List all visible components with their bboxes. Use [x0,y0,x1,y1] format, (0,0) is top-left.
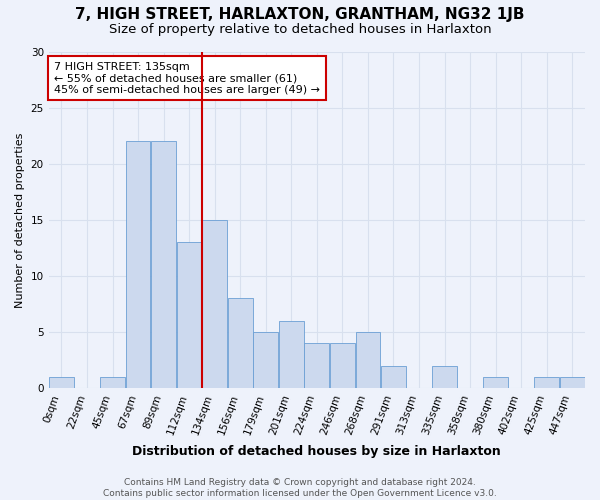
Bar [432,366,457,388]
Text: 7 HIGH STREET: 135sqm
← 55% of detached houses are smaller (61)
45% of semi-deta: 7 HIGH STREET: 135sqm ← 55% of detached … [54,62,320,95]
Bar [49,377,74,388]
Bar [228,298,253,388]
Text: Size of property relative to detached houses in Harlaxton: Size of property relative to detached ho… [109,22,491,36]
Bar [253,332,278,388]
Bar [125,142,151,388]
Bar [304,344,329,388]
Y-axis label: Number of detached properties: Number of detached properties [15,132,25,308]
X-axis label: Distribution of detached houses by size in Harlaxton: Distribution of detached houses by size … [133,444,501,458]
Bar [279,321,304,388]
Bar [177,242,202,388]
Bar [202,220,227,388]
Text: 7, HIGH STREET, HARLAXTON, GRANTHAM, NG32 1JB: 7, HIGH STREET, HARLAXTON, GRANTHAM, NG3… [75,8,525,22]
Text: Contains HM Land Registry data © Crown copyright and database right 2024.
Contai: Contains HM Land Registry data © Crown c… [103,478,497,498]
Bar [483,377,508,388]
Bar [560,377,584,388]
Bar [381,366,406,388]
Bar [100,377,125,388]
Bar [151,142,176,388]
Bar [330,344,355,388]
Bar [356,332,380,388]
Bar [535,377,559,388]
